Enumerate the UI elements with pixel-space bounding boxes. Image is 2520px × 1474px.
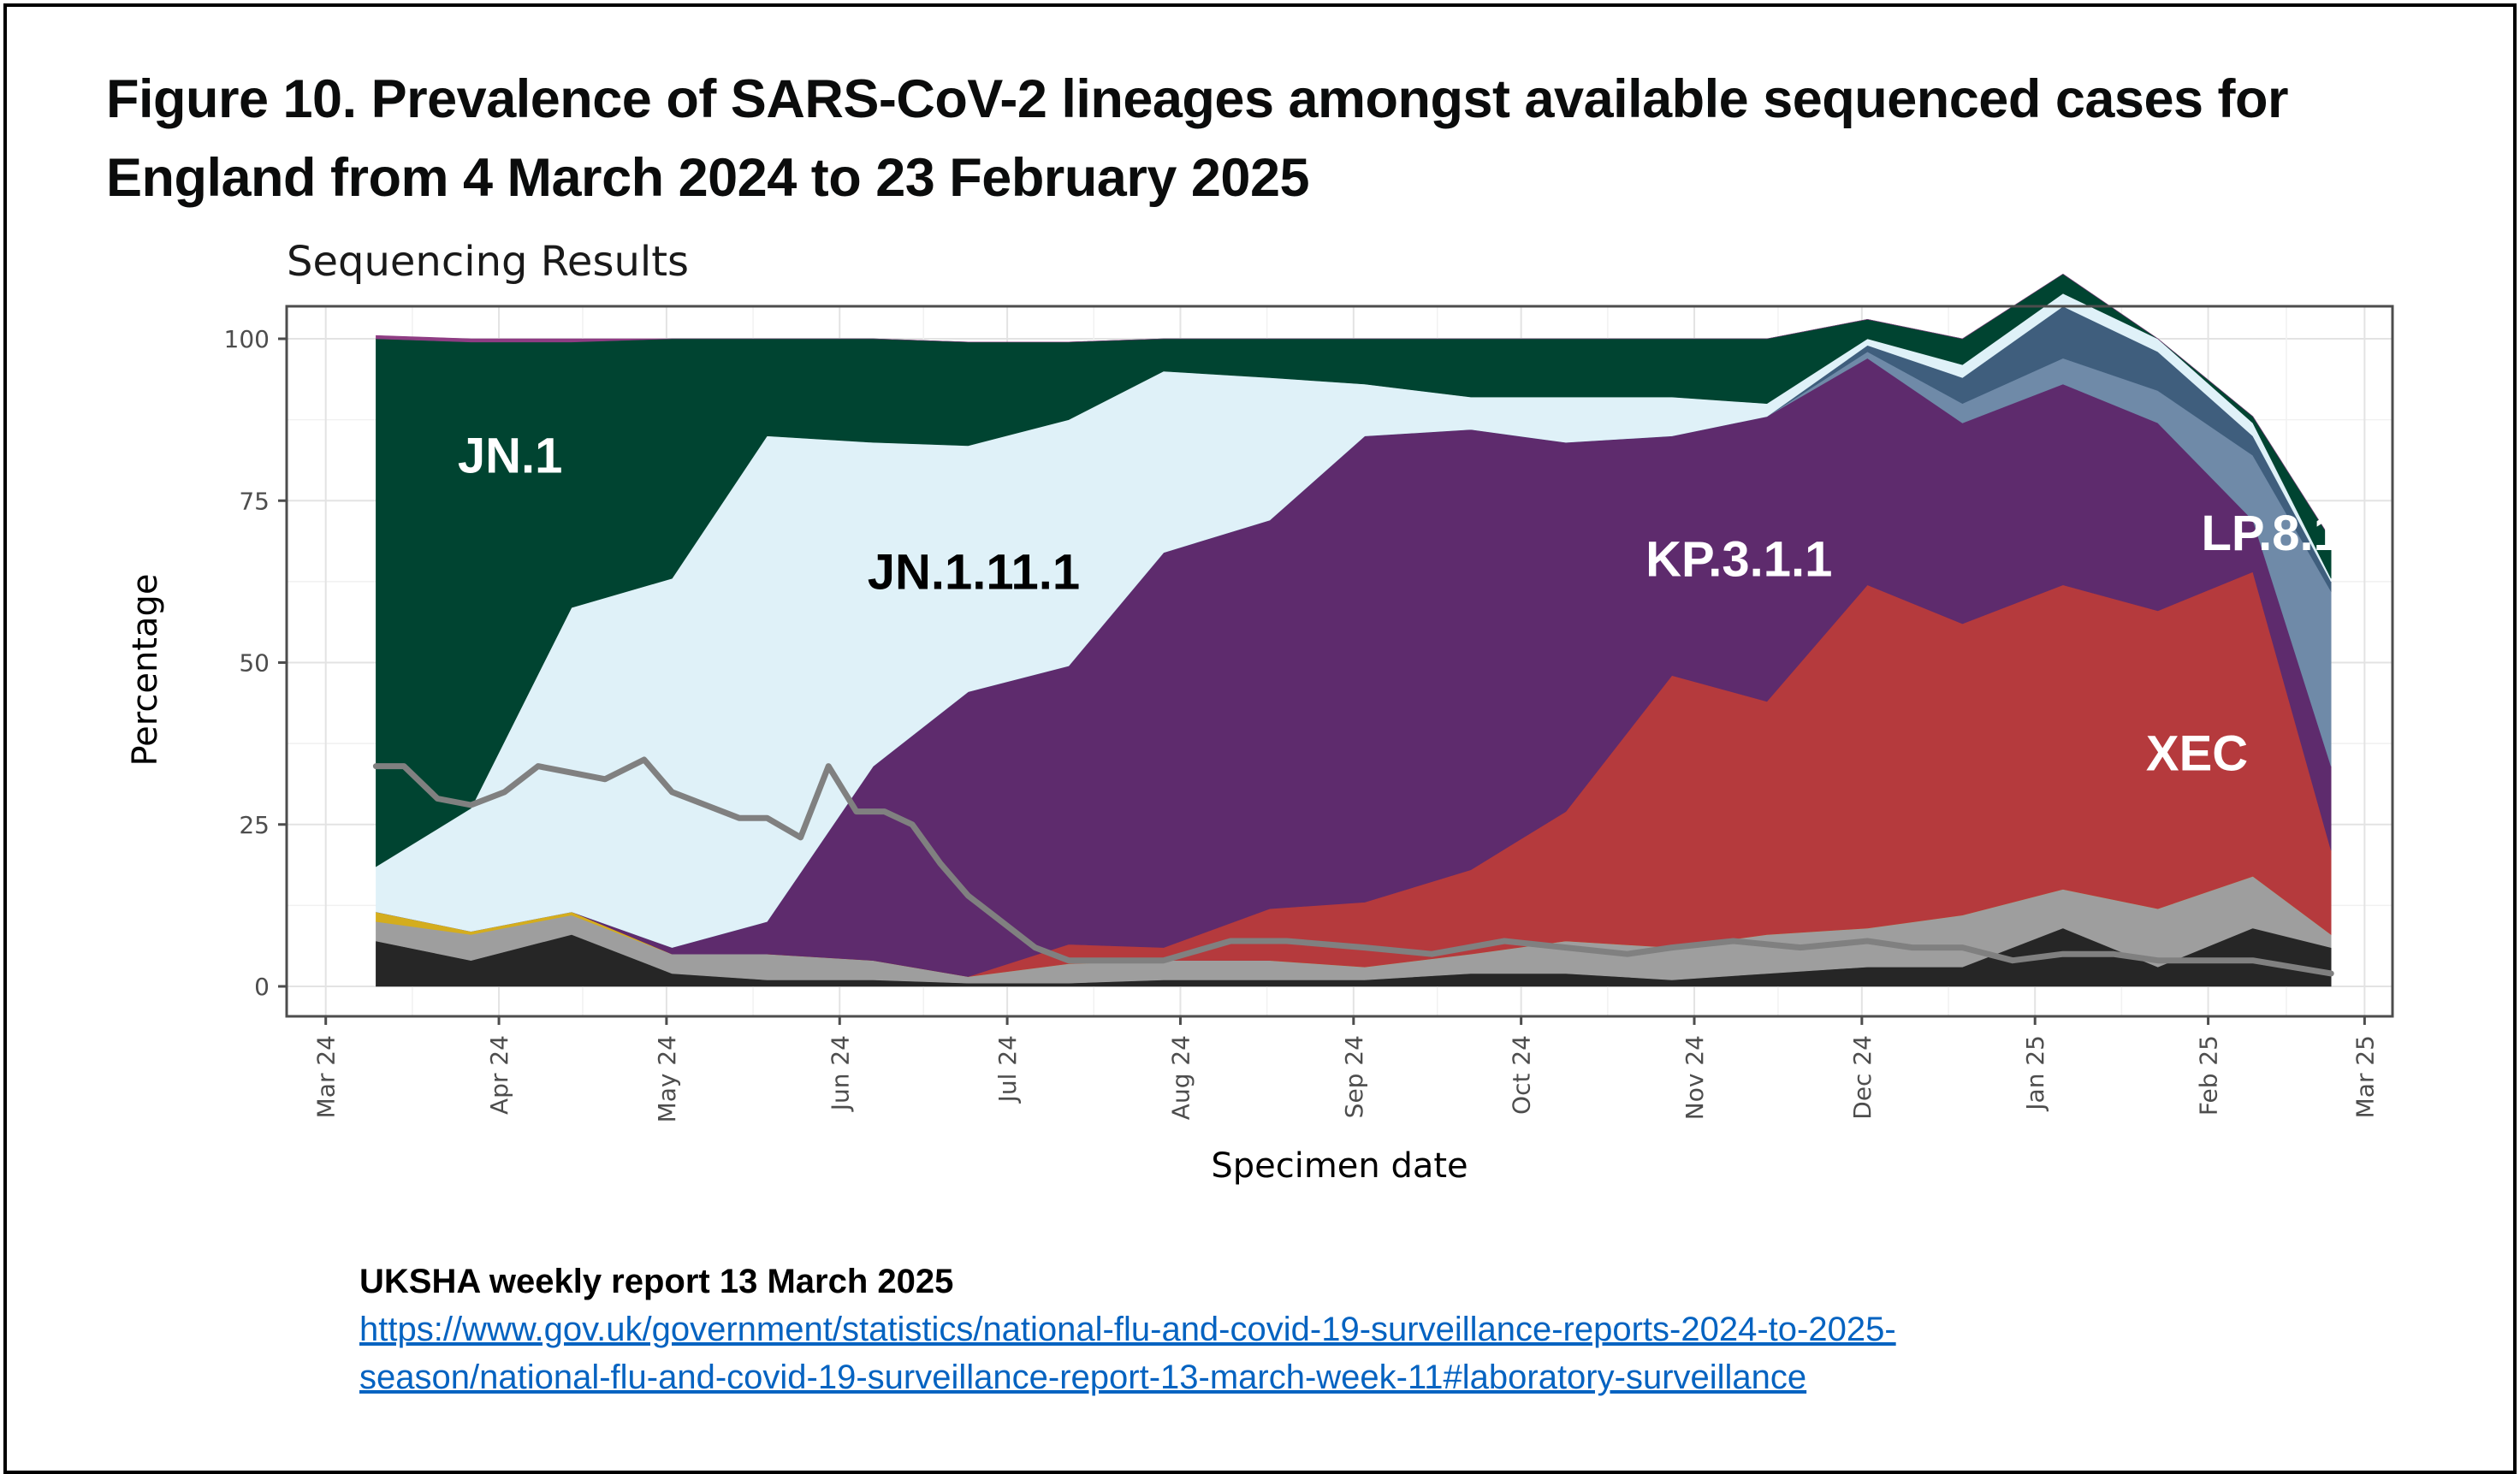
x-tick-label: Apr 24 [485, 1035, 513, 1115]
x-tick-label: May 24 [653, 1035, 681, 1122]
x-tick-label: Dec 24 [1848, 1035, 1877, 1120]
y-tick-label: 75 [239, 487, 270, 515]
y-tick-label: 0 [254, 973, 270, 1001]
axes: 0 25 50 75 100 Mar 24 Apr 24 May 24 Jun 24 Jul 24… [224, 325, 2380, 1122]
series-label: JN.1 [458, 428, 563, 483]
x-tick-label: Feb 25 [2195, 1035, 2223, 1116]
x-tick-label: Nov 24 [1681, 1035, 1709, 1120]
series-label: XEC [2146, 725, 2248, 781]
x-tick-label: Jun 24 [826, 1035, 854, 1112]
y-tick-label: 100 [224, 325, 270, 353]
x-axis-title: Specimen date [1211, 1146, 1468, 1186]
y-tick-label: 25 [239, 811, 270, 839]
source-link[interactable]: https://www.gov.uk/government/statistics… [359, 1311, 1896, 1396]
overlay-line-layer [372, 756, 2334, 977]
x-tick-label: Sep 24 [1340, 1035, 1368, 1118]
x-tick-label: Jul 24 [993, 1035, 1022, 1104]
y-axis-title: Percentage [126, 573, 165, 766]
y-tick-label: 50 [239, 649, 270, 678]
stacked-areas [376, 273, 2332, 987]
source-heading: UKSHA weekly report 13 March 2025 [359, 1263, 954, 1300]
source-citation: UKSHA weekly report 13 March 2025 https:… [359, 1258, 2413, 1401]
chart-title: Sequencing Results [287, 238, 689, 286]
x-tick-label: Oct 24 [1508, 1035, 1536, 1115]
x-tick-label: Mar 25 [2351, 1035, 2379, 1118]
x-tick-label: Jan 25 [2021, 1035, 2049, 1112]
series-label: KP.3.1.1 [1645, 531, 1832, 587]
figure-title: Figure 10. Prevalence of SARS-CoV-2 line… [106, 69, 2289, 208]
series-label: LP.8.1* [2201, 506, 2360, 561]
series-label: JN.1.11.1 [868, 545, 1080, 601]
overlay-line [372, 756, 2334, 977]
series-labels: JN.1 JN.1.11.1 KP.3.1.1 LP.8.1* XEC [458, 428, 2361, 781]
x-tick-label: Aug 24 [1166, 1035, 1195, 1120]
area-series-9 [376, 273, 2332, 540]
x-tick-label: Mar 24 [312, 1035, 341, 1118]
